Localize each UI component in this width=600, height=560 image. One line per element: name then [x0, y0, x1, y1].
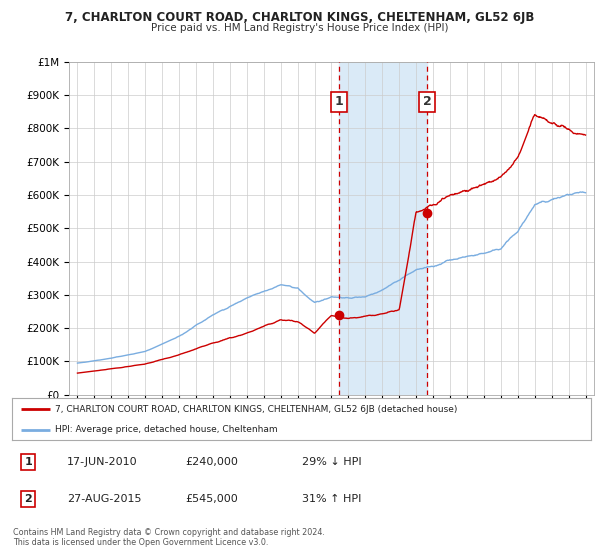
- Text: Price paid vs. HM Land Registry's House Price Index (HPI): Price paid vs. HM Land Registry's House …: [151, 23, 449, 33]
- Text: £545,000: £545,000: [186, 494, 238, 504]
- Text: £240,000: £240,000: [186, 457, 239, 467]
- Text: Contains HM Land Registry data © Crown copyright and database right 2024.
This d: Contains HM Land Registry data © Crown c…: [13, 528, 325, 547]
- Text: 27-AUG-2015: 27-AUG-2015: [67, 494, 142, 504]
- Text: 7, CHARLTON COURT ROAD, CHARLTON KINGS, CHELTENHAM, GL52 6JB (detached house): 7, CHARLTON COURT ROAD, CHARLTON KINGS, …: [55, 405, 458, 414]
- Text: 7, CHARLTON COURT ROAD, CHARLTON KINGS, CHELTENHAM, GL52 6JB: 7, CHARLTON COURT ROAD, CHARLTON KINGS, …: [65, 11, 535, 25]
- Text: 1: 1: [335, 95, 344, 108]
- Text: 17-JUN-2010: 17-JUN-2010: [67, 457, 137, 467]
- Text: HPI: Average price, detached house, Cheltenham: HPI: Average price, detached house, Chel…: [55, 425, 278, 434]
- Text: 2: 2: [423, 95, 431, 108]
- Text: 1: 1: [25, 457, 32, 467]
- Bar: [339, 62, 427, 395]
- Text: 29% ↓ HPI: 29% ↓ HPI: [302, 457, 361, 467]
- Text: 31% ↑ HPI: 31% ↑ HPI: [302, 494, 361, 504]
- Text: 2: 2: [25, 494, 32, 504]
